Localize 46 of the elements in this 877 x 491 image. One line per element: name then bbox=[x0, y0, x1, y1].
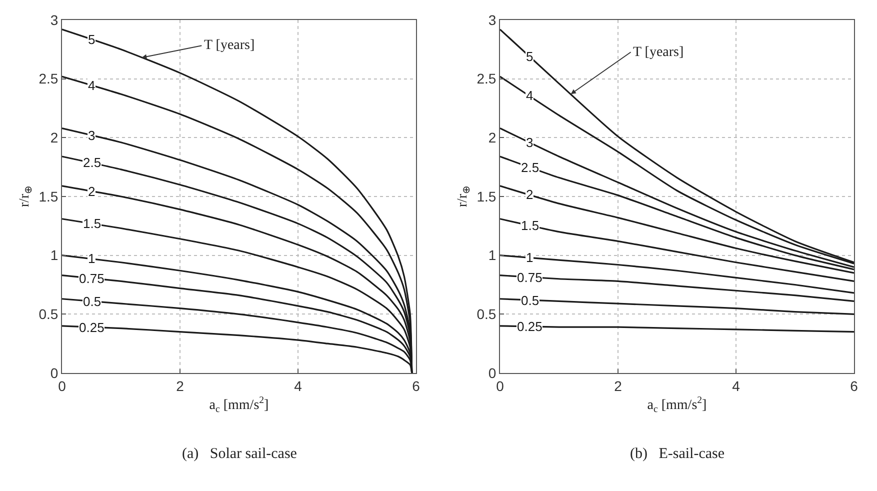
y-tick-label: 2 bbox=[50, 130, 58, 146]
series-label: 3 bbox=[526, 135, 534, 150]
y-tick-label: 1 bbox=[488, 247, 496, 264]
series-label: 1.5 bbox=[83, 216, 102, 231]
y-tick-label: 0.5 bbox=[38, 306, 58, 322]
x-tick-label: 6 bbox=[412, 378, 420, 394]
y-tick-label: 0 bbox=[488, 364, 496, 381]
series-label: 1 bbox=[526, 250, 534, 265]
y-tick-label: 2 bbox=[488, 130, 496, 146]
annotation: T [years] bbox=[204, 38, 255, 53]
series-label: 2.5 bbox=[83, 155, 102, 170]
series-label: 5 bbox=[88, 32, 96, 47]
x-tick-label: 2 bbox=[614, 378, 622, 394]
series-label: 1 bbox=[88, 251, 96, 266]
series-label: 0.25 bbox=[79, 320, 104, 335]
series-label: 2 bbox=[88, 184, 96, 199]
y-tick-label: 2.5 bbox=[38, 70, 58, 87]
series-label: 0.75 bbox=[517, 270, 542, 285]
x-tick-label: 4 bbox=[294, 378, 302, 394]
x-axis-title: a$_{c}$ [mm/s$^{2}$] bbox=[647, 395, 707, 416]
series-label: 5 bbox=[526, 49, 534, 64]
y-tick-label: 0 bbox=[50, 364, 58, 381]
series-label: 0.25 bbox=[517, 319, 542, 334]
series-label: 0.75 bbox=[79, 271, 104, 286]
y-tick-label: 0.5 bbox=[476, 306, 496, 322]
text: (a) Solar sail-case bbox=[182, 446, 298, 462]
y-tick-label: 1.5 bbox=[476, 188, 496, 204]
annotation: T [years] bbox=[633, 45, 684, 60]
x-tick-label: 2 bbox=[176, 378, 184, 394]
series-label: 1.5 bbox=[521, 218, 540, 233]
series-label: 0.5 bbox=[83, 294, 102, 309]
series-label: 2.5 bbox=[521, 160, 540, 175]
y-tick-label: 3 bbox=[50, 12, 58, 28]
y-tick-label: 2.5 bbox=[476, 70, 496, 87]
y-tick-label: 1.5 bbox=[38, 188, 58, 204]
series-label: 2 bbox=[526, 187, 534, 202]
series-label: 0.5 bbox=[521, 293, 540, 308]
y-tick-label: 3 bbox=[488, 12, 496, 28]
series-label: 4 bbox=[88, 78, 96, 93]
x-tick-label: 6 bbox=[850, 378, 858, 394]
text: (b) E-sail-case bbox=[630, 446, 725, 462]
series-label: 4 bbox=[526, 88, 534, 103]
y-tick-label: 1 bbox=[50, 247, 58, 264]
x-axis-title: a$_{c}$ [mm/s$^{2}$] bbox=[209, 395, 269, 416]
x-tick-label: 4 bbox=[732, 378, 740, 394]
series-label: 3 bbox=[88, 128, 96, 143]
